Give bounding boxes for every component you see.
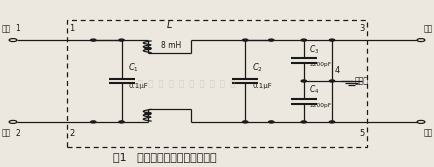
Circle shape xyxy=(301,121,306,123)
Circle shape xyxy=(329,121,335,123)
Circle shape xyxy=(418,121,424,123)
Text: 0.1μF: 0.1μF xyxy=(252,83,272,89)
Circle shape xyxy=(269,39,274,41)
Circle shape xyxy=(10,39,16,41)
Text: $C_3$: $C_3$ xyxy=(309,43,320,55)
Text: 2: 2 xyxy=(69,129,75,138)
Text: 3: 3 xyxy=(359,24,365,33)
Circle shape xyxy=(301,39,306,41)
Text: 2200pF: 2200pF xyxy=(309,103,332,108)
Circle shape xyxy=(91,39,96,41)
Text: 0.1μF: 0.1μF xyxy=(128,83,148,89)
Circle shape xyxy=(329,80,335,82)
Text: 接大地: 接大地 xyxy=(355,76,369,86)
Circle shape xyxy=(243,121,248,123)
Circle shape xyxy=(119,39,124,41)
Text: 杭  州  特  睿  科  技  有  限  公  司: 杭 州 特 睿 科 技 有 限 公 司 xyxy=(138,79,235,88)
Circle shape xyxy=(329,39,335,41)
Text: 输入: 输入 xyxy=(2,129,11,138)
Circle shape xyxy=(10,121,16,123)
Text: $L$: $L$ xyxy=(166,18,173,30)
Text: 2200pF: 2200pF xyxy=(309,62,332,67)
Text: 1: 1 xyxy=(69,24,75,33)
Text: 5: 5 xyxy=(359,129,365,138)
Text: 输出: 输出 xyxy=(423,129,432,138)
Text: 图1   电磁干扰滤波器的基本电路: 图1 电磁干扰滤波器的基本电路 xyxy=(113,152,217,162)
Text: 输出: 输出 xyxy=(423,24,432,33)
Circle shape xyxy=(418,39,424,41)
Circle shape xyxy=(301,80,306,82)
Circle shape xyxy=(119,121,124,123)
Text: 1: 1 xyxy=(15,24,20,33)
Text: 8 mH: 8 mH xyxy=(161,41,181,50)
Circle shape xyxy=(145,112,151,115)
Text: $C_1$: $C_1$ xyxy=(128,62,139,74)
Circle shape xyxy=(269,121,274,123)
Text: 2: 2 xyxy=(15,129,20,138)
Text: 输入: 输入 xyxy=(2,24,11,33)
Circle shape xyxy=(243,39,248,41)
Circle shape xyxy=(91,121,96,123)
Circle shape xyxy=(145,47,151,50)
Text: $C_2$: $C_2$ xyxy=(252,62,263,74)
Text: $C_4$: $C_4$ xyxy=(309,84,320,96)
Text: 4: 4 xyxy=(334,66,339,75)
